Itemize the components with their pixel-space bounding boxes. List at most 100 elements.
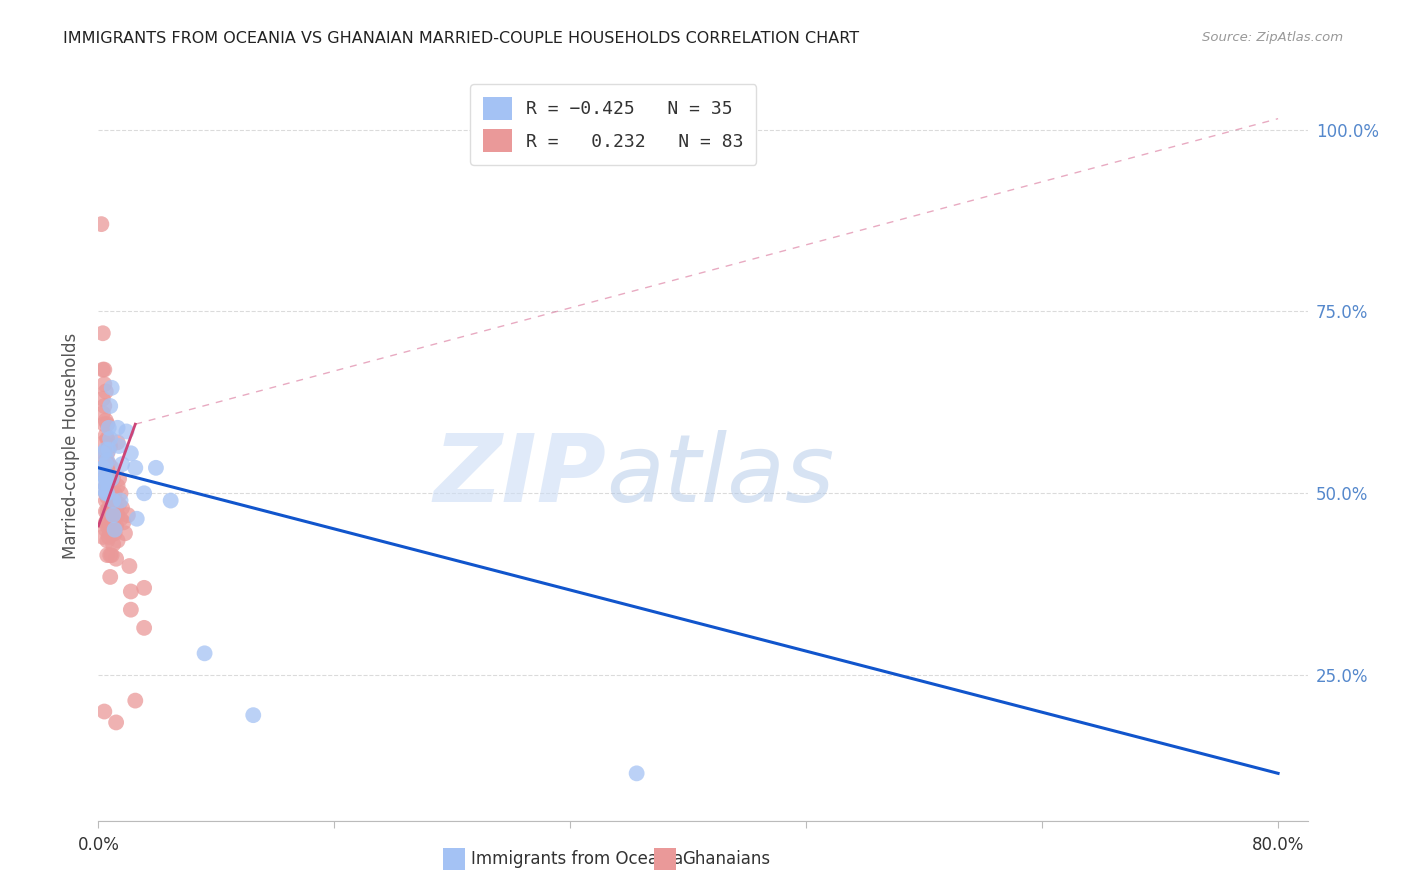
Point (98, 439, 121, 453)
Point (93, 435, 115, 450)
Point (110, 486, 132, 500)
Point (97, 486, 120, 500)
Point (101, 472, 124, 486)
Point (107, 479, 129, 493)
Point (91, 475, 114, 490)
Point (96, 475, 118, 490)
Point (108, 497, 131, 511)
Point (100, 523, 122, 537)
Point (94, 457, 117, 471)
Point (94, 479, 117, 493)
Point (114, 526, 136, 541)
Y-axis label: Married-couple Households: Married-couple Households (62, 333, 80, 559)
Point (110, 512, 132, 526)
Point (97, 500, 120, 515)
Point (93, 705, 115, 719)
Point (94, 384, 117, 399)
Point (98, 570, 121, 584)
Point (108, 472, 131, 486)
Point (94, 516, 117, 530)
Point (100, 504, 122, 518)
Point (96, 548, 118, 562)
Point (104, 526, 127, 541)
Text: Source: ZipAtlas.com: Source: ZipAtlas.com (1202, 31, 1343, 45)
Point (96, 490, 118, 504)
Point (107, 435, 129, 450)
Point (91, 326, 114, 341)
Text: Immigrants from Oceania: Immigrants from Oceania (471, 850, 683, 868)
Point (94, 486, 117, 500)
Text: IMMIGRANTS FROM OCEANIA VS GHANAIAN MARRIED-COUPLE HOUSEHOLDS CORRELATION CHART: IMMIGRANTS FROM OCEANIA VS GHANAIAN MARR… (63, 31, 859, 46)
Point (111, 457, 134, 471)
Point (97, 472, 120, 486)
Point (97, 421, 120, 435)
Point (110, 493, 132, 508)
Point (96, 475, 118, 490)
Point (98, 548, 121, 562)
Point (91, 362, 114, 376)
Text: ZIP: ZIP (433, 430, 606, 522)
Point (125, 512, 148, 526)
Point (94, 468, 117, 483)
Point (120, 602, 142, 616)
Point (101, 516, 124, 530)
Point (107, 421, 129, 435)
Point (124, 460, 146, 475)
Point (93, 468, 115, 483)
Point (97, 439, 120, 453)
Point (100, 486, 122, 500)
Point (97, 516, 120, 530)
Point (96, 432, 118, 446)
Point (98, 508, 121, 522)
Point (101, 493, 124, 508)
Point (94, 504, 117, 518)
Point (94, 428, 117, 442)
Point (93, 446, 115, 460)
Point (117, 508, 139, 522)
Point (94, 472, 117, 486)
Point (159, 493, 181, 508)
Point (96, 453, 118, 467)
Point (91, 406, 114, 420)
Point (96, 486, 118, 500)
Point (94, 413, 117, 427)
Point (120, 584, 142, 599)
Point (104, 486, 127, 500)
Point (98, 486, 121, 500)
Point (93, 399, 115, 413)
Point (96, 460, 118, 475)
Point (97, 442, 120, 457)
Point (96, 519, 118, 533)
Point (100, 460, 122, 475)
Point (94, 493, 117, 508)
Point (134, 486, 156, 500)
Point (105, 551, 128, 566)
Point (98, 526, 121, 541)
Point (100, 548, 122, 562)
Point (145, 460, 167, 475)
Point (93, 483, 115, 497)
Point (96, 417, 118, 432)
Point (105, 500, 128, 515)
Point (94, 523, 117, 537)
Point (93, 377, 115, 392)
Point (101, 537, 124, 551)
Point (111, 500, 134, 515)
Point (242, 708, 264, 723)
Point (90, 217, 112, 231)
Point (194, 646, 217, 660)
Point (101, 508, 124, 522)
Point (96, 533, 118, 548)
Point (97, 530, 120, 544)
Point (100, 381, 122, 395)
Point (94, 486, 117, 500)
Point (101, 493, 124, 508)
Point (105, 715, 128, 730)
Point (93, 362, 115, 376)
Point (120, 446, 142, 460)
Point (91, 530, 114, 544)
Point (97, 457, 120, 471)
Point (98, 432, 121, 446)
Point (134, 581, 156, 595)
Point (96, 504, 118, 518)
